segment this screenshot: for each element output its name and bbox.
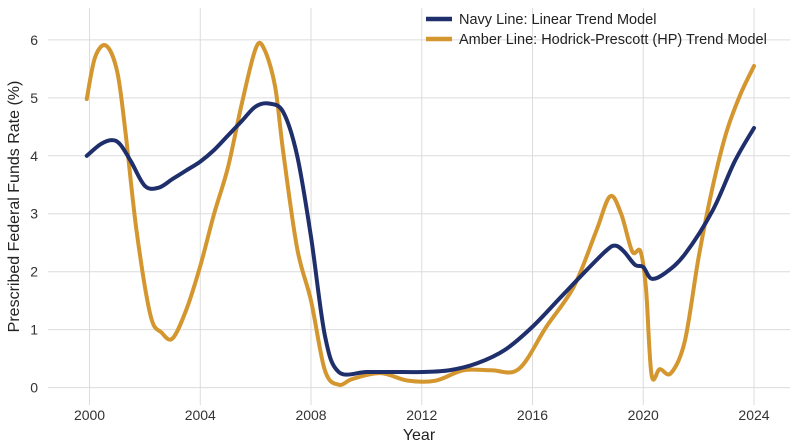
x-axis-title: Year bbox=[403, 427, 436, 444]
series-line-navy-linear-trend bbox=[84, 101, 757, 377]
y-tick-label: 0 bbox=[30, 380, 38, 396]
x-tick-label: 2020 bbox=[628, 407, 659, 423]
x-tick-label: 2024 bbox=[738, 407, 769, 423]
y-tick-label: 2 bbox=[30, 264, 38, 280]
y-tick-label: 1 bbox=[30, 322, 38, 338]
x-tick-label: 2000 bbox=[74, 407, 105, 423]
legend-label-navy: Navy Line: Linear Trend Model bbox=[459, 12, 656, 28]
x-tick-label: 2004 bbox=[185, 407, 216, 423]
grid-layer bbox=[48, 8, 790, 405]
y-tick-label: 3 bbox=[30, 206, 38, 222]
series-line-amber-hp-trend bbox=[84, 40, 757, 387]
y-tick-label: 4 bbox=[30, 148, 38, 164]
y-tick-label: 5 bbox=[30, 90, 38, 106]
tick-layer: 2000 2004 2008 2012 2016 2020 2024 0 1 2 3 4 5 6 bbox=[30, 32, 770, 423]
x-tick-label: 2016 bbox=[517, 407, 548, 423]
series-layer bbox=[84, 40, 757, 387]
x-tick-label: 2012 bbox=[406, 407, 437, 423]
legend-label-amber: Amber Line: Hodrick-Prescott (HP) Trend … bbox=[459, 32, 767, 48]
x-tick-label: 2008 bbox=[295, 407, 326, 423]
y-axis-title: Prescribed Federal Funds Rate (%) bbox=[6, 81, 23, 333]
y-tick-label: 6 bbox=[30, 32, 38, 48]
legend: Navy Line: Linear Trend Model Amber Line… bbox=[426, 12, 767, 48]
